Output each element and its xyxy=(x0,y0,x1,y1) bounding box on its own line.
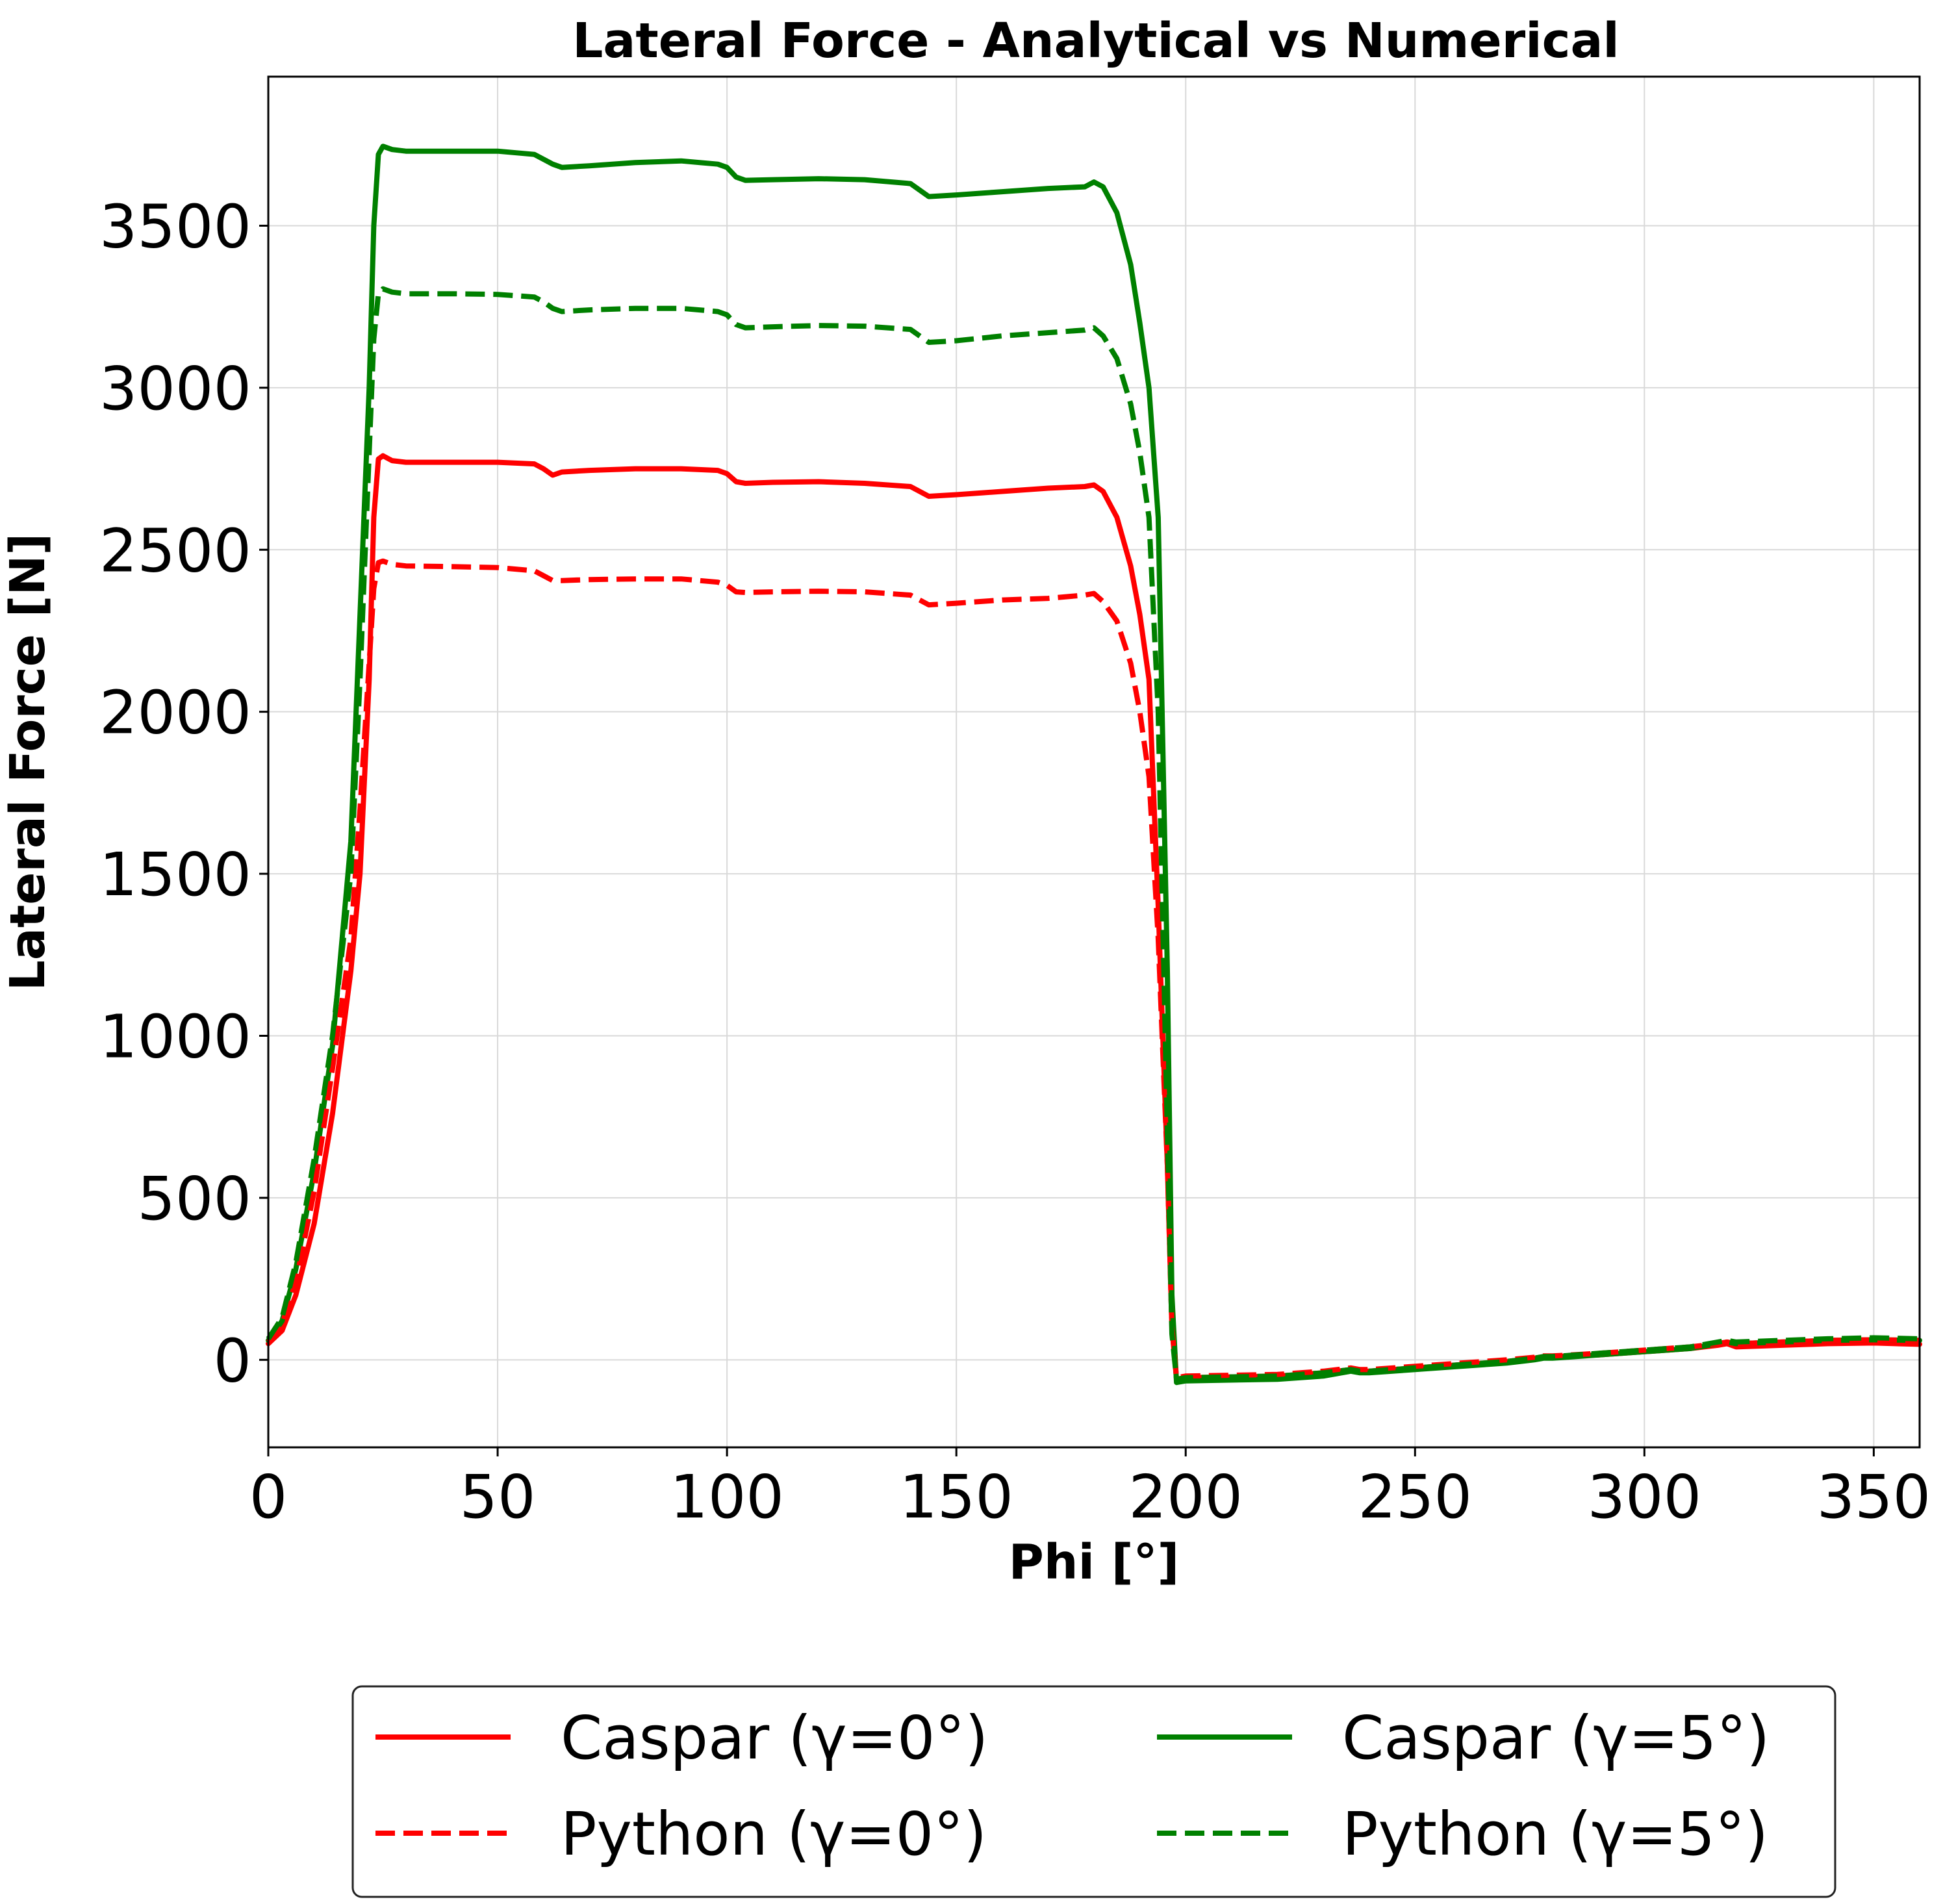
legend-label-2: Caspar (γ=5°) xyxy=(1342,1703,1770,1773)
x-tick-label: 100 xyxy=(670,1462,784,1532)
legend-label-3: Python (γ=5°) xyxy=(1342,1799,1768,1869)
legend-label-0: Caspar (γ=0°) xyxy=(561,1703,988,1773)
axis-ticks: 0 50 100 150 200 250 300 3500500100015002000250… xyxy=(99,192,1931,1532)
series-lines xyxy=(266,144,1922,1386)
y-tick-label: 2500 xyxy=(99,516,251,585)
series-line-3 xyxy=(266,286,1920,1382)
plot-frame xyxy=(267,75,1921,1449)
chart-title: Lateral Force - Analytical vs Numerical xyxy=(572,13,1619,69)
x-axis-label: Phi [°] xyxy=(1009,1534,1180,1590)
x-tick-label: 50 xyxy=(460,1462,536,1532)
y-axis-label: Lateral Force [N] xyxy=(0,533,56,991)
grid-lines xyxy=(268,77,1920,1447)
y-tick-label: 2000 xyxy=(99,678,251,748)
x-tick-label: 250 xyxy=(1358,1462,1472,1532)
legend-box xyxy=(351,1685,1836,1898)
y-tick-label: 0 xyxy=(213,1326,251,1395)
x-tick-label: 150 xyxy=(899,1462,1013,1532)
legend: Caspar (γ=0°) Python (γ=0°) Caspar (γ=5°) P… xyxy=(351,1685,1836,1898)
x-tick-label: 350 xyxy=(1817,1462,1931,1532)
x-tick-label: 0 xyxy=(249,1462,288,1532)
x-tick-label: 300 xyxy=(1588,1462,1702,1532)
x-tick-label: 200 xyxy=(1128,1462,1243,1532)
legend-label-1: Python (γ=0°) xyxy=(561,1799,987,1869)
y-tick-label: 3500 xyxy=(99,192,251,261)
y-tick-label: 3000 xyxy=(99,354,251,424)
y-tick-label: 1000 xyxy=(99,1002,251,1072)
y-tick-label: 500 xyxy=(137,1164,251,1234)
y-tick-label: 1500 xyxy=(99,840,251,909)
